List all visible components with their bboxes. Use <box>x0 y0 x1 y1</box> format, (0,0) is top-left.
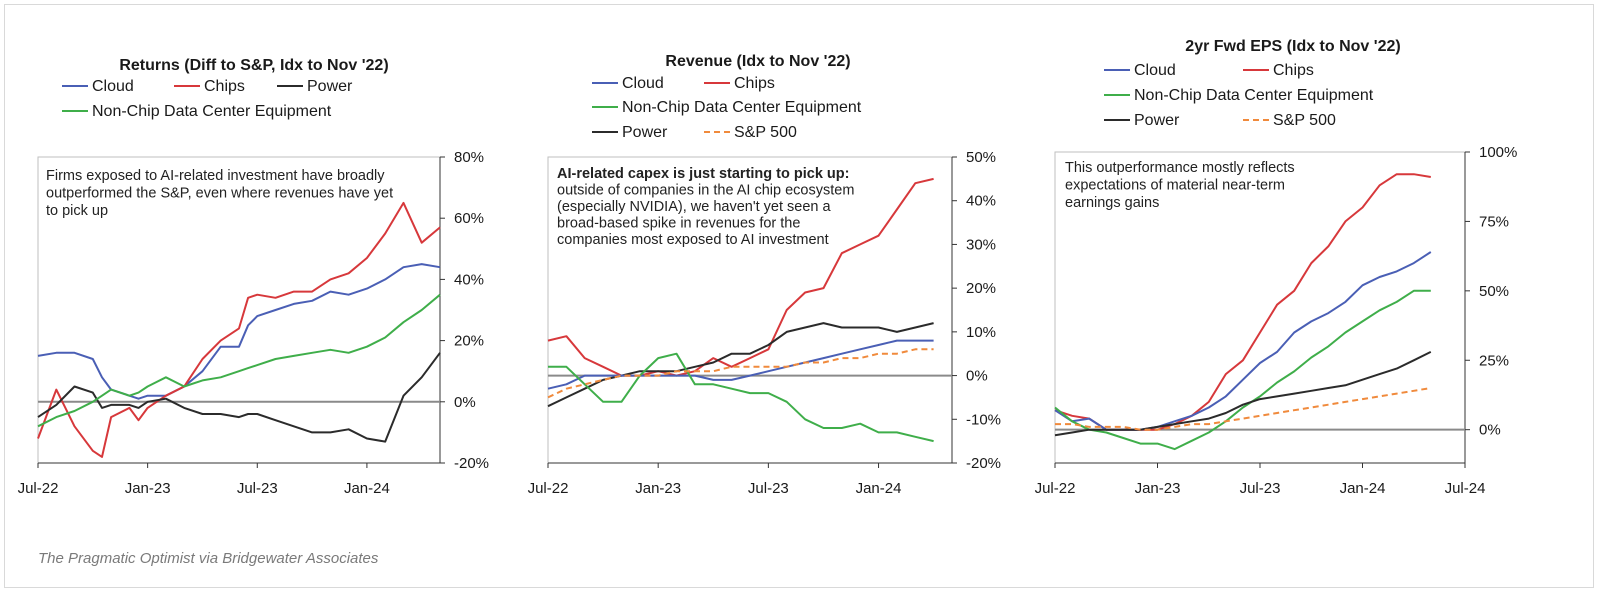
x-tick-label: Jul-22 <box>1035 480 1076 497</box>
x-tick-label: Jul-23 <box>237 480 278 497</box>
legend-label-cloud: Cloud <box>622 75 664 92</box>
legend-label-cloud: Cloud <box>1134 62 1176 79</box>
y-tick-label: -10% <box>966 411 1001 428</box>
x-tick-label: Jan-23 <box>635 480 681 497</box>
chart-3: 2yr Fwd EPS (Idx to Nov '22) Cloud Chips No… <box>1035 38 1518 497</box>
y-tick-label: 80% <box>454 149 484 166</box>
series-line-power <box>547 322 934 408</box>
legend-label-non-chip-data-center-equipment: Non-Chip Data Center Equipment <box>1134 87 1374 104</box>
y-tick-label: 25% <box>1479 352 1509 369</box>
chart-annotation: AI-related capex is just starting to pic… <box>557 166 854 248</box>
y-tick-label: 20% <box>454 333 484 350</box>
y-tick-label: 50% <box>1479 283 1509 300</box>
series-line-power <box>1054 351 1432 437</box>
x-tick-label: Jul-24 <box>1445 480 1486 497</box>
legend-label-power: Power <box>622 124 668 141</box>
series-line-non-chip-data-center-equipment <box>1054 289 1431 451</box>
legend-label-power: Power <box>1134 112 1180 129</box>
legend-label-chips: Chips <box>734 75 775 92</box>
y-tick-label: 100% <box>1479 144 1517 161</box>
x-tick-label: Jan-24 <box>1340 480 1386 497</box>
y-tick-label: 50% <box>966 149 996 166</box>
chart-title: 2yr Fwd EPS (Idx to Nov '22) <box>1185 38 1400 55</box>
series-line-chips <box>1054 173 1431 431</box>
chart-annotation: This outperformance mostly reflects expec… <box>1065 160 1295 211</box>
chart-annotation: Firms exposed to AI-related investment h… <box>46 168 393 219</box>
x-tick-label: Jul-22 <box>528 480 569 497</box>
y-tick-label: -20% <box>454 455 489 472</box>
x-tick-label: Jul-23 <box>748 480 789 497</box>
series-line-cloud <box>37 263 441 400</box>
x-tick-label: Jan-24 <box>344 480 390 497</box>
legend-label-chips: Chips <box>1273 62 1314 79</box>
series-line-cloud <box>547 339 934 390</box>
x-tick-label: Jan-23 <box>1135 480 1181 497</box>
chart-2: Revenue (Idx to Nov '22)Cloud Chips Non-Ch… <box>528 53 1001 497</box>
legend-label-power: Power <box>307 78 353 95</box>
legend-label-s-p-500: S&P 500 <box>734 124 797 141</box>
legend-label-non-chip-data-center-equipment: Non-Chip Data Center Equipment <box>92 103 332 120</box>
legend-label-cloud: Cloud <box>92 78 134 95</box>
x-tick-label: Jul-23 <box>1240 480 1281 497</box>
y-tick-label: 0% <box>454 394 476 411</box>
y-tick-label: -20% <box>966 455 1001 472</box>
series-line-cloud <box>1054 251 1432 431</box>
x-tick-label: Jul-22 <box>18 480 59 497</box>
chart-title: Revenue (Idx to Nov '22) <box>665 53 850 70</box>
y-tick-label: 30% <box>966 236 996 253</box>
series-line-power <box>37 352 441 443</box>
y-tick-label: 40% <box>966 193 996 210</box>
chart-title: Returns (Diff to S&P, Idx to Nov '22) <box>119 57 388 74</box>
legend-label-s-p-500: S&P 500 <box>1273 112 1336 129</box>
source-credit: The Pragmatic Optimist via Bridgewater A… <box>38 550 379 567</box>
y-tick-label: 0% <box>966 368 988 385</box>
y-tick-label: 20% <box>966 280 996 297</box>
series-line-non-chip-data-center-equipment <box>37 293 441 428</box>
legend-label-non-chip-data-center-equipment: Non-Chip Data Center Equipment <box>622 99 862 116</box>
figure-frame <box>4 4 1594 588</box>
series-line-s-p-500 <box>1055 387 1431 431</box>
series-line-chips <box>37 201 441 458</box>
legend-label-chips: Chips <box>204 78 245 95</box>
x-tick-label: Jan-23 <box>125 480 171 497</box>
y-tick-label: 75% <box>1479 213 1509 230</box>
y-tick-label: 60% <box>454 210 484 227</box>
series-line-chips <box>547 177 934 377</box>
series-line-non-chip-data-center-equipment <box>548 352 934 443</box>
chart-1: Returns (Diff to S&P, Idx to Nov '22) Clo… <box>18 57 489 497</box>
x-tick-label: Jan-24 <box>856 480 902 497</box>
y-tick-label: 0% <box>1479 422 1501 439</box>
y-tick-label: 10% <box>966 324 996 341</box>
y-tick-label: 40% <box>454 271 484 288</box>
